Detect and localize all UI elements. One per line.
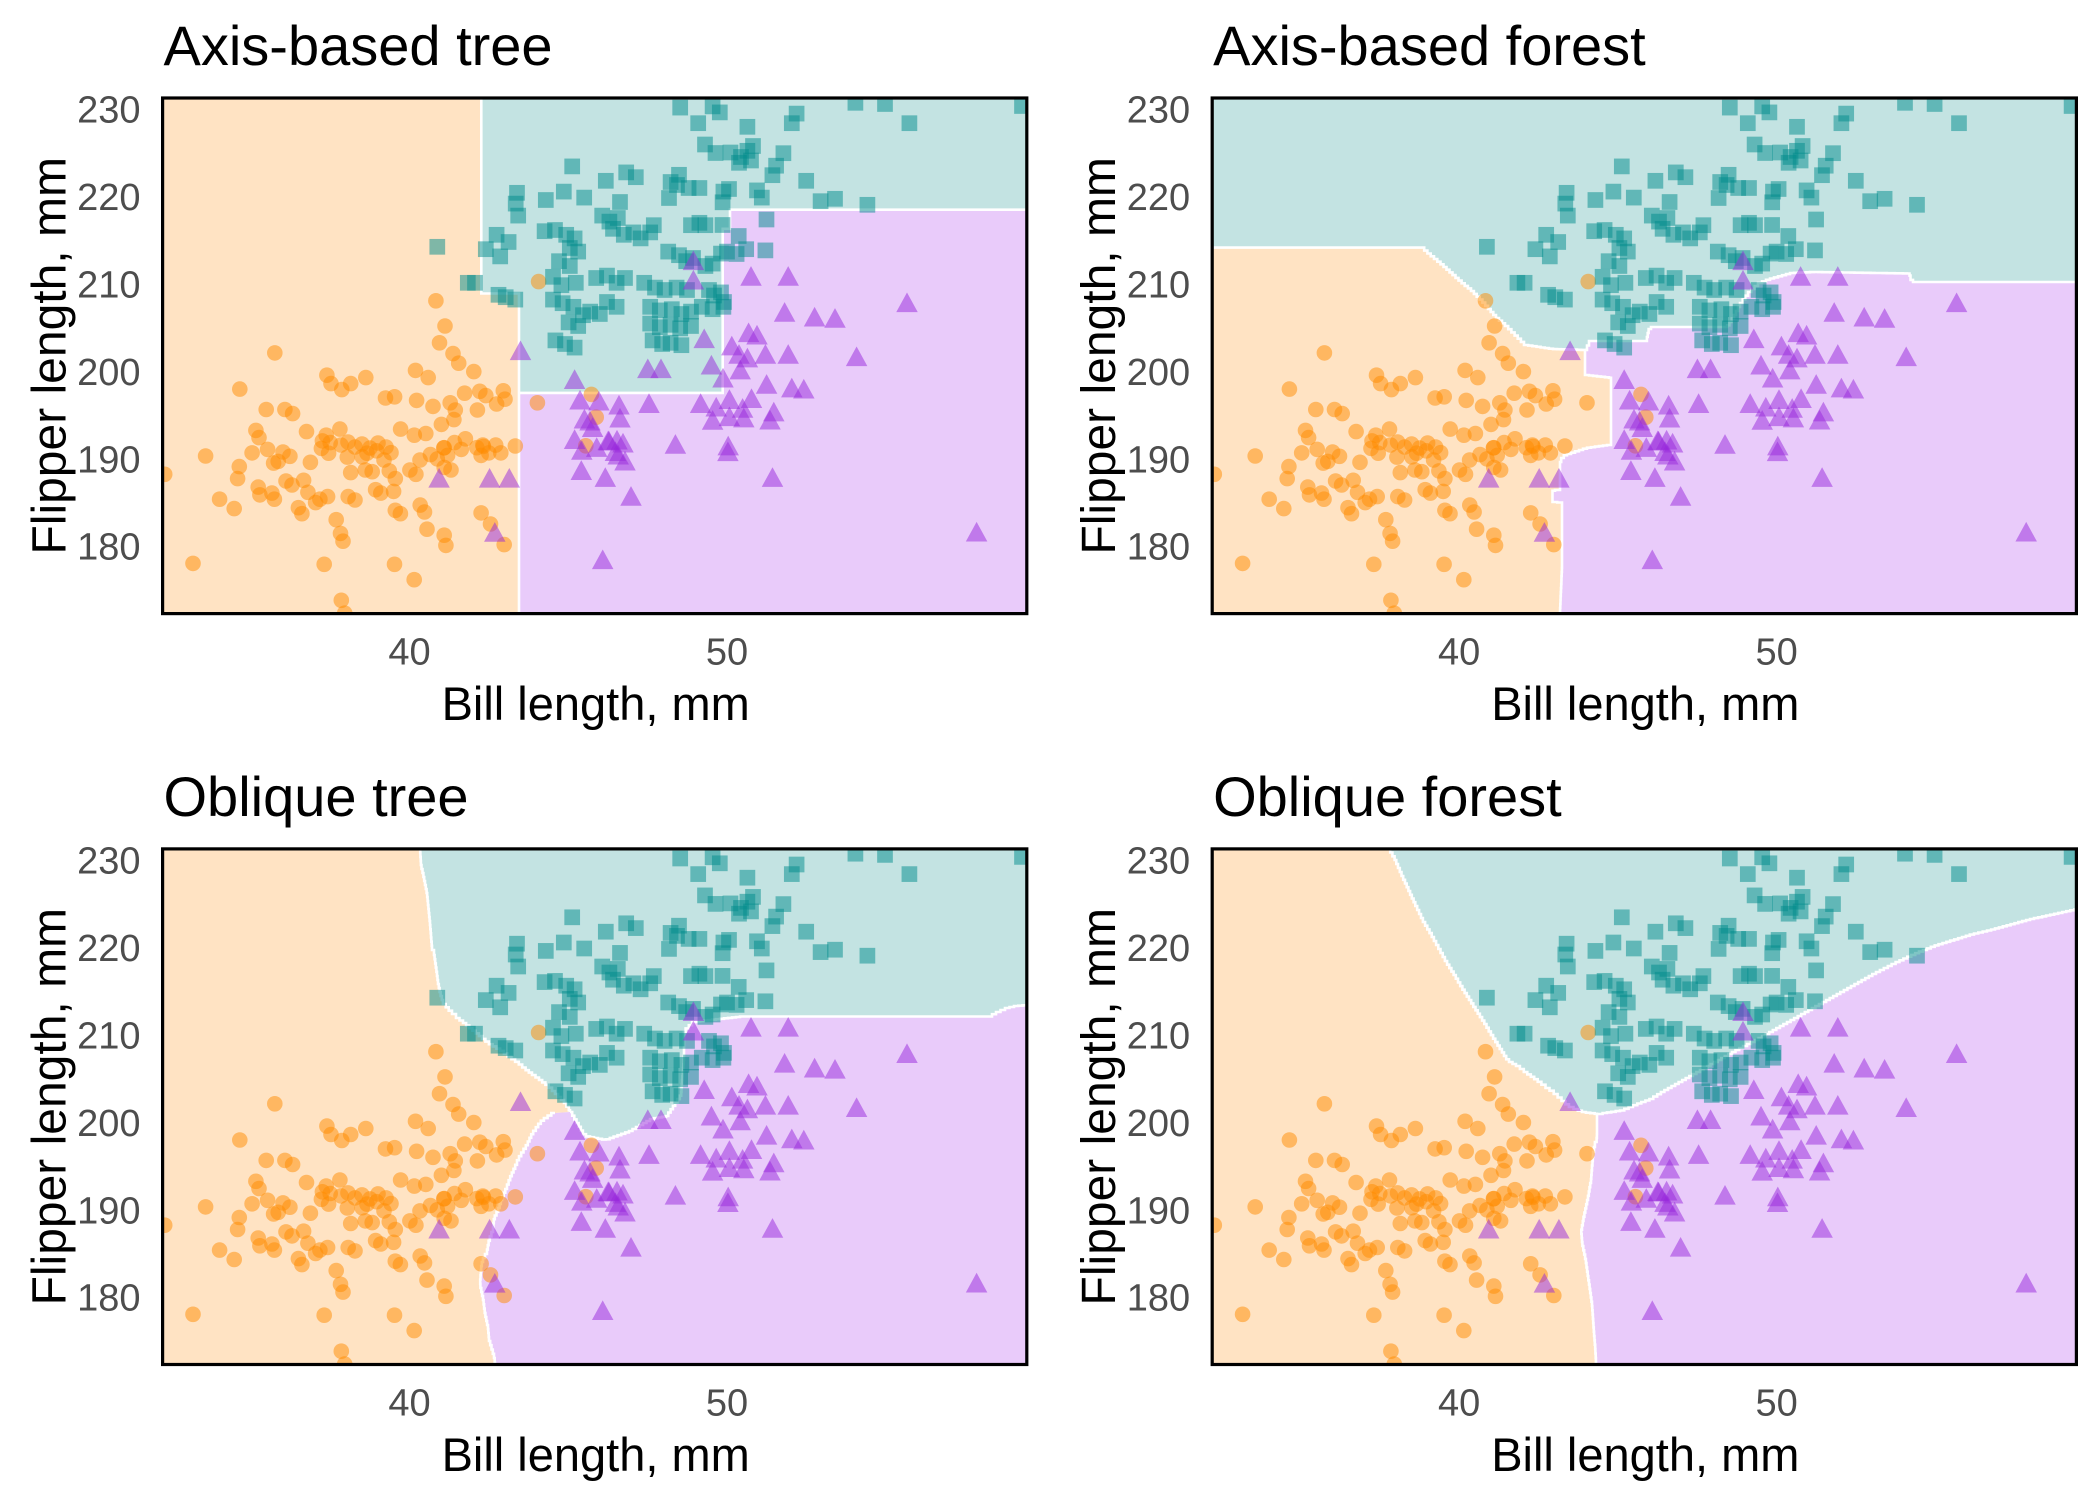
svg-text:40: 40 [1438,631,1480,673]
svg-text:230: 230 [77,841,140,883]
svg-text:50: 50 [706,631,748,673]
svg-text:220: 220 [1127,177,1190,219]
svg-text:190: 190 [77,1190,140,1232]
svg-text:200: 200 [1127,352,1190,394]
svg-text:230: 230 [1127,841,1190,883]
svg-text:200: 200 [77,352,140,394]
svg-text:40: 40 [1438,1382,1480,1424]
svg-text:40: 40 [388,631,430,673]
svg-text:180: 180 [1127,1278,1190,1320]
svg-text:Flipper length, mm: Flipper length, mm [24,908,77,1305]
svg-text:50: 50 [706,1382,748,1424]
svg-text:220: 220 [77,177,140,219]
svg-text:50: 50 [1755,631,1797,673]
svg-text:180: 180 [77,527,140,569]
svg-text:180: 180 [1127,527,1190,569]
svg-text:210: 210 [77,265,140,307]
svg-text:190: 190 [1127,439,1190,481]
svg-text:Axis-based tree: Axis-based tree [164,14,553,77]
svg-text:Axis-based forest: Axis-based forest [1213,14,1646,77]
svg-text:Flipper length, mm: Flipper length, mm [1073,157,1126,554]
svg-text:Bill length, mm: Bill length, mm [1491,1428,1799,1481]
svg-text:Bill length, mm: Bill length, mm [442,1428,750,1481]
svg-text:200: 200 [1127,1103,1190,1145]
svg-text:190: 190 [77,439,140,481]
svg-text:210: 210 [1127,1016,1190,1058]
svg-text:Bill length, mm: Bill length, mm [442,677,750,730]
svg-text:230: 230 [1127,90,1190,132]
svg-text:190: 190 [1127,1190,1190,1232]
svg-text:Bill length, mm: Bill length, mm [1491,677,1799,730]
svg-text:230: 230 [77,90,140,132]
svg-text:220: 220 [77,928,140,970]
svg-text:Oblique tree: Oblique tree [164,765,469,828]
svg-text:210: 210 [77,1016,140,1058]
svg-text:180: 180 [77,1278,140,1320]
svg-text:50: 50 [1755,1382,1797,1424]
svg-text:220: 220 [1127,928,1190,970]
svg-text:Flipper length, mm: Flipper length, mm [24,157,77,554]
svg-text:Flipper length, mm: Flipper length, mm [1073,908,1126,1305]
svg-text:40: 40 [388,1382,430,1424]
svg-text:210: 210 [1127,265,1190,307]
svg-text:200: 200 [77,1103,140,1145]
svg-text:Oblique forest: Oblique forest [1213,765,1562,828]
